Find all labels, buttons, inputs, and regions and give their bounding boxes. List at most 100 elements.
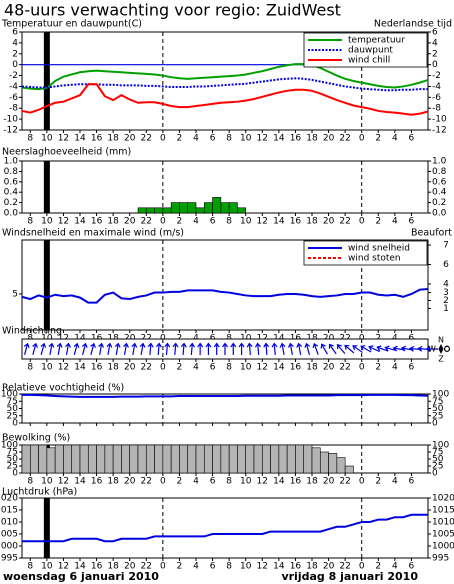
- legend-label: wind snelheid: [348, 244, 410, 254]
- arrow-shape: [263, 342, 270, 356]
- y-tick-label-right: 995: [432, 554, 449, 564]
- x-tick-label: 8: [226, 562, 232, 572]
- x-tick-label: 4: [193, 217, 199, 227]
- x-tick-label: 4: [392, 363, 398, 373]
- wind-arrow: [246, 342, 253, 356]
- x-tick-label: 8: [27, 477, 33, 487]
- y-tick-label: 75: [7, 448, 18, 458]
- y-tick-label: 0.2: [4, 198, 18, 208]
- bar: [129, 444, 139, 474]
- y-tick-label-right: 6: [432, 28, 438, 38]
- arrow-shape: [271, 342, 278, 356]
- y2-tick-label: 1: [443, 304, 449, 314]
- y-tick-label: 100: [1, 441, 18, 451]
- x-tick-label: 18: [306, 134, 318, 144]
- x-tick-label: 10: [41, 134, 53, 144]
- legend-label: wind chill: [348, 56, 390, 66]
- x-tick-label: 20: [124, 562, 136, 572]
- y-tick-label-right: 0.8: [432, 167, 447, 177]
- panel-title: Temperatuur en dauwpunt(C): [1, 19, 142, 30]
- wind-arrow: [296, 342, 303, 356]
- bar: [154, 444, 164, 474]
- x-tick-label: 16: [290, 363, 302, 373]
- arrow-shape: [189, 342, 196, 356]
- x-tick-label: 4: [392, 562, 398, 572]
- bar: [137, 444, 147, 474]
- y-tick-label-right: 0.4: [432, 188, 447, 198]
- wind-arrow: [189, 342, 196, 356]
- bar: [228, 444, 238, 474]
- x-tick-label: 0: [359, 477, 365, 487]
- y-tick-label-right: 25: [432, 462, 443, 472]
- x-tick-label: 12: [257, 477, 268, 487]
- arrow-shape: [65, 342, 71, 356]
- x-tick-label: 16: [91, 363, 103, 373]
- panel-title: Windsnelheid en maximale wind (m/s): [2, 228, 184, 239]
- wind-arrow: [360, 345, 372, 353]
- x-tick-label: 6: [409, 134, 415, 144]
- x-tick-label: 22: [339, 562, 350, 572]
- wind-arrow: [279, 342, 286, 356]
- wind-arrow: [23, 342, 30, 355]
- x-tick-label: 2: [375, 217, 381, 227]
- x-tick-label: 4: [392, 477, 398, 487]
- x-tick-label: 0: [160, 477, 166, 487]
- y-tick-label: 5: [12, 290, 18, 300]
- x-tick-label: 22: [141, 363, 152, 373]
- series-line: [22, 393, 429, 398]
- arrow-shape: [222, 342, 228, 355]
- y-tick-label: -4: [9, 82, 18, 92]
- x-tick-label: 16: [290, 477, 302, 487]
- bar: [162, 444, 172, 474]
- y-tick-label-right: 1015: [432, 506, 454, 516]
- x-tick-label: 0: [359, 217, 365, 227]
- x-tick-label: 22: [339, 363, 350, 373]
- wind-arrow: [368, 345, 380, 353]
- arrow-shape: [40, 342, 47, 355]
- y-tick-label: 0: [12, 419, 18, 429]
- wind-arrow: [106, 342, 113, 356]
- x-tick-label: 8: [226, 217, 232, 227]
- y-tick-label: 25: [7, 411, 18, 421]
- wind-arrow: [114, 342, 121, 356]
- x-tick-label: 6: [210, 363, 216, 373]
- bar: [319, 451, 329, 474]
- y-tick-label-right: 0: [432, 419, 438, 429]
- arrow-shape: [180, 342, 187, 356]
- arrow-shape: [352, 345, 363, 353]
- x-tick-label: 14: [273, 134, 285, 144]
- wind-arrow: [238, 342, 245, 355]
- wind-arrow: [425, 346, 439, 352]
- wind-arrow: [48, 342, 55, 356]
- wind-arrow: [40, 342, 47, 355]
- arrow-shape: [296, 342, 303, 356]
- wind-arrow: [205, 342, 212, 355]
- y2-tick-label: 7: [443, 241, 449, 251]
- arrow-shape: [90, 342, 96, 355]
- x-tick-label: 14: [273, 562, 285, 572]
- x-tick-label: 14: [74, 134, 86, 144]
- x-tick-label: 22: [141, 477, 152, 487]
- y-tick-label-right: 75: [432, 397, 443, 407]
- x-tick-label: 8: [226, 477, 232, 487]
- x-tick-label: 6: [210, 134, 216, 144]
- panel-title: Relatieve vochtigheid (%): [2, 383, 124, 394]
- arrow-shape: [213, 342, 220, 355]
- legend-label: temperatuur: [348, 36, 405, 46]
- bar: [328, 453, 338, 474]
- x-tick-label: 2: [375, 477, 381, 487]
- bar: [286, 444, 296, 474]
- x-tick-label: 0: [160, 562, 166, 572]
- y-tick-label-right: -10: [432, 115, 447, 125]
- y-tick-label-right: 100: [432, 390, 449, 400]
- bar: [195, 207, 205, 214]
- y-tick-label: 4: [12, 38, 18, 48]
- wind-arrow: [287, 342, 294, 356]
- y-tick-label: 0: [12, 60, 18, 70]
- y-tick-label: 100: [1, 390, 18, 400]
- panel-title: Windrichting: [2, 326, 62, 337]
- x-tick-label: 12: [58, 217, 69, 227]
- y-tick-label: 1010: [0, 518, 18, 528]
- bar: [336, 457, 346, 474]
